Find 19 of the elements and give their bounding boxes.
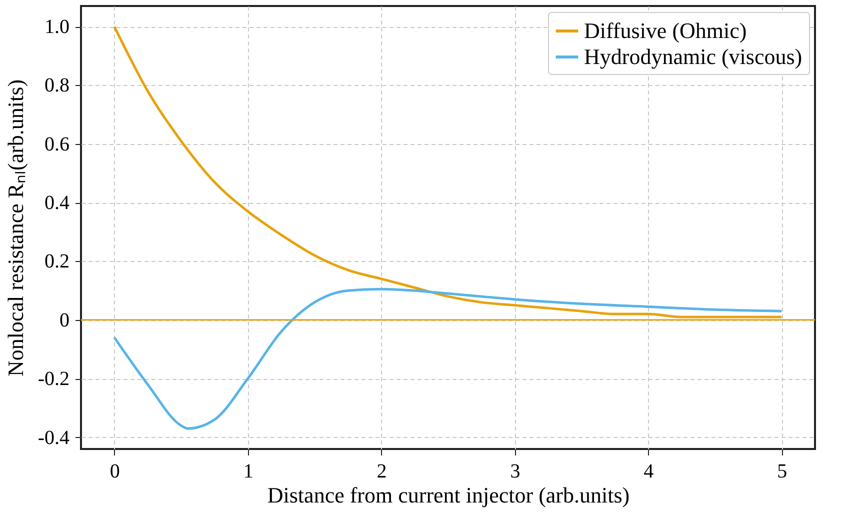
line-series <box>113 288 783 430</box>
y-tick-label: 0.2 <box>44 250 70 273</box>
x-tick-label: 2 <box>376 460 387 482</box>
y-tick-label: 0.8 <box>44 74 70 97</box>
x-tick-label: 1 <box>243 460 254 482</box>
x-tick-label: 3 <box>510 460 520 482</box>
x-axis-title: Distance from current injector (arb.units) <box>267 482 630 508</box>
x-tick-label: 0 <box>110 460 120 482</box>
x-tick-label: 4 <box>644 460 654 482</box>
y-tick-label: -0.2 <box>38 368 70 390</box>
y-axis-title: Nonlocal resistance Rₙₗ(arb.units) <box>2 79 28 377</box>
y-tick-label: 1.0 <box>44 16 70 38</box>
y-tick-label: 0.6 <box>44 133 70 156</box>
x-tick-label: 5 <box>777 460 788 482</box>
legend-label: Diffusive (Ohmic) <box>584 18 747 43</box>
y-tick-label: 0.4 <box>44 192 70 214</box>
legend-label: Hydrodynamic (viscous) <box>584 44 802 69</box>
y-tick-label: 0 <box>60 309 70 332</box>
y-tick-label: -0.4 <box>38 426 70 449</box>
